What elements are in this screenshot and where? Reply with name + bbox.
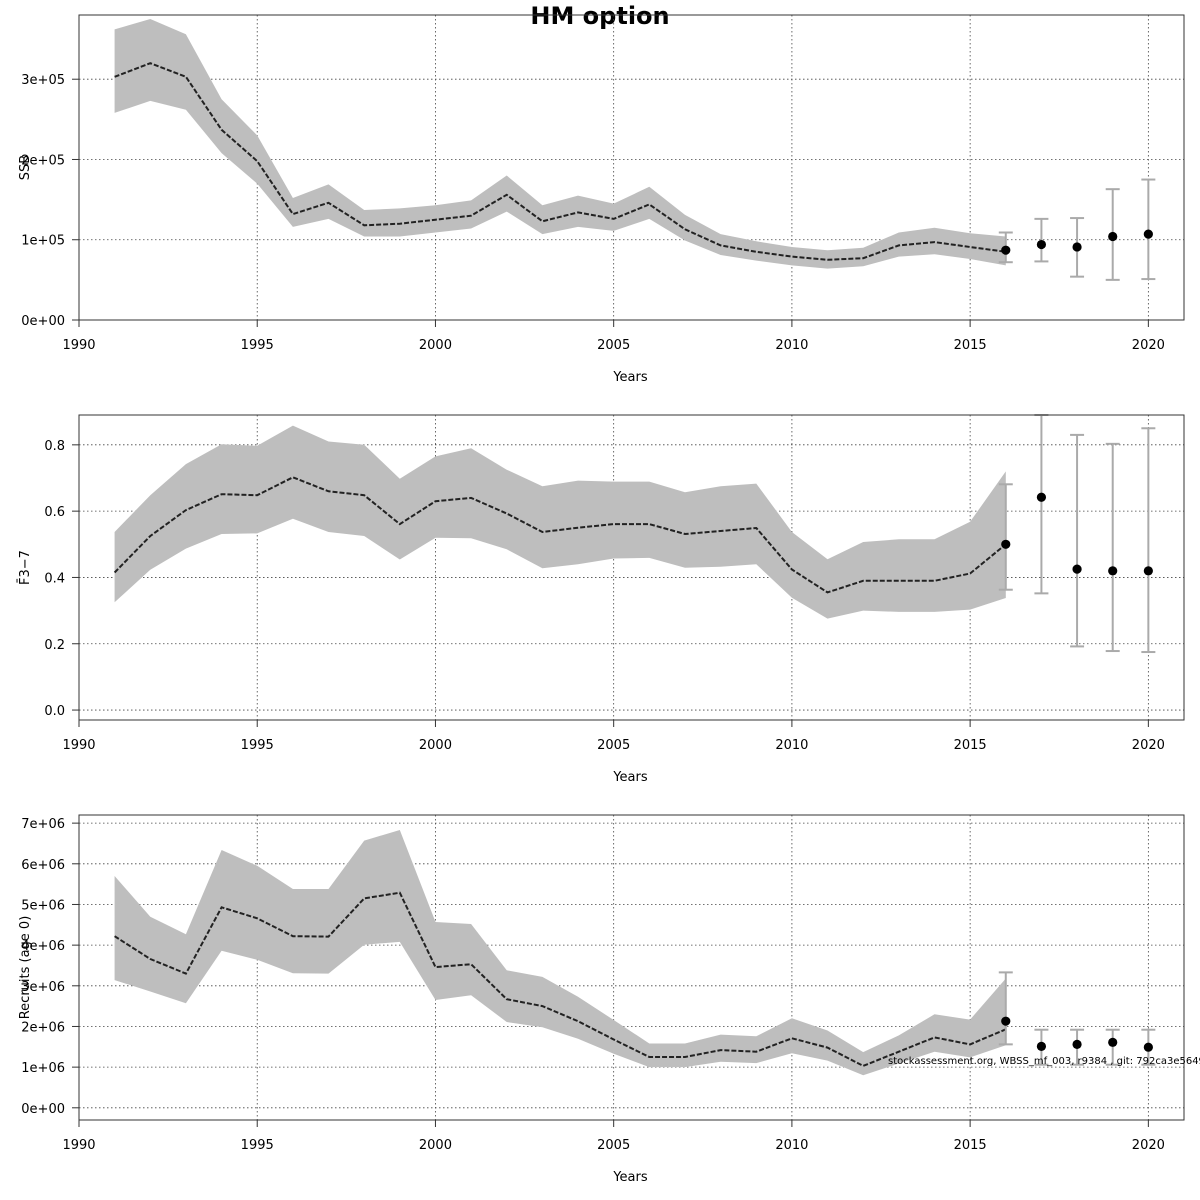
x-tick-label: 1990 bbox=[62, 338, 95, 353]
confidence-band bbox=[114, 19, 1006, 269]
x-axis-label: Years bbox=[612, 1170, 648, 1185]
x-tick-label: 2015 bbox=[954, 338, 987, 353]
forecast-point bbox=[1036, 1041, 1047, 1051]
forecast-errorbar bbox=[998, 971, 1013, 1046]
y-axis-label: SSB bbox=[18, 155, 33, 180]
forecast-point bbox=[1108, 1037, 1118, 1047]
y-tick-label: 0.0 bbox=[44, 704, 65, 719]
forecast-errorbar bbox=[1141, 427, 1156, 654]
forecast-errorbar bbox=[1034, 414, 1049, 595]
x-tick-label: 1995 bbox=[241, 738, 274, 753]
forecast-errorbar bbox=[1105, 1028, 1120, 1066]
forecast-point bbox=[1143, 566, 1153, 576]
x-axis-label: Years bbox=[612, 370, 648, 385]
x-tick-label: 2005 bbox=[597, 1138, 630, 1153]
figure-title: HM option bbox=[530, 2, 669, 30]
forecast-errorbar bbox=[1105, 442, 1120, 653]
forecast-point bbox=[1001, 539, 1011, 549]
x-tick-label: 2015 bbox=[954, 738, 987, 753]
forecast-errorbar bbox=[1070, 433, 1085, 648]
y-tick-label: 1e+05 bbox=[21, 234, 65, 249]
plot-frame bbox=[78, 814, 1185, 1121]
y-tick-label: 0.2 bbox=[44, 638, 65, 653]
y-tick-label: 1e+06 bbox=[21, 1061, 65, 1076]
x-tick-label: 2000 bbox=[419, 738, 452, 753]
x-tick-label: 2020 bbox=[1132, 338, 1165, 353]
y-tick-label: 5e+06 bbox=[21, 898, 65, 913]
panel-3: 1990 1995 2000 2005 2010 2015 2020 0e+00 1e+06 2e… bbox=[18, 814, 1185, 1185]
x-tick-label: 2010 bbox=[775, 1138, 808, 1153]
panel-1: 1990 1995 2000 2005 2010 2015 2020 0e+00 1e+05 2e… bbox=[18, 14, 1185, 385]
x-tick-label: 2015 bbox=[954, 1138, 987, 1153]
x-tick-label: 1995 bbox=[241, 1138, 274, 1153]
x-tick-label: 2005 bbox=[597, 738, 630, 753]
y-tick-label: 0.4 bbox=[44, 571, 65, 586]
x-tick-label: 1990 bbox=[62, 1138, 95, 1153]
forecast-point bbox=[1001, 1016, 1011, 1026]
forecast-point bbox=[1072, 1039, 1082, 1049]
y-tick-label: 0.6 bbox=[44, 505, 65, 520]
x-tick-label: 2005 bbox=[597, 338, 630, 353]
y-tick-label: 3e+06 bbox=[21, 980, 65, 995]
x-tick-label: 1995 bbox=[241, 338, 274, 353]
estimate-line bbox=[114, 62, 1006, 261]
panel-2: 1990 1995 2000 2005 2010 2015 2020 0.0 0.2 0.4 0.6… bbox=[18, 414, 1185, 785]
y-tick-label: 2e+05 bbox=[21, 153, 65, 168]
x-tick-label: 2000 bbox=[419, 1138, 452, 1153]
footer-note: stockassessment.org, WBSS_mf_003, r9384 … bbox=[888, 1056, 1200, 1067]
plot-frame bbox=[78, 414, 1185, 721]
y-axis-label: Recruits (age 0) bbox=[18, 916, 33, 1020]
y-tick-label: 7e+06 bbox=[21, 817, 65, 832]
x-tick-label: 2010 bbox=[775, 738, 808, 753]
forecast-point bbox=[1072, 242, 1082, 252]
forecast-point bbox=[1108, 566, 1118, 576]
forecast-point bbox=[1001, 245, 1011, 255]
forecast-point bbox=[1143, 229, 1153, 239]
x-tick-label: 2020 bbox=[1132, 1138, 1165, 1153]
x-axis-label: Years bbox=[612, 770, 648, 785]
x-tick-label: 2010 bbox=[775, 338, 808, 353]
plot-frame bbox=[78, 14, 1185, 321]
y-tick-label: 4e+06 bbox=[21, 939, 65, 954]
x-tick-label: 1990 bbox=[62, 738, 95, 753]
y-tick-label: 0.8 bbox=[44, 439, 65, 454]
y-tick-label: 2e+06 bbox=[21, 1020, 65, 1035]
estimate-line bbox=[114, 891, 1007, 1067]
forecast-point bbox=[1143, 1042, 1153, 1052]
forecast-errorbar bbox=[998, 483, 1013, 591]
forecast-point bbox=[1108, 231, 1118, 242]
y-axis-label: F̄3−7 bbox=[18, 550, 33, 585]
forecast-point bbox=[1072, 564, 1082, 574]
y-tick-label: 0e+00 bbox=[21, 314, 65, 329]
forecast-point bbox=[1036, 492, 1047, 502]
confidence-band bbox=[114, 425, 1006, 619]
forecast-errorbar bbox=[1141, 178, 1156, 281]
forecast-point bbox=[1036, 239, 1047, 250]
x-tick-label: 2000 bbox=[419, 338, 452, 353]
panels: 1990 1995 2000 2005 2010 2015 2020 0e+00 1e+05 2e… bbox=[18, 14, 1185, 1185]
y-tick-label: 3e+05 bbox=[21, 73, 65, 88]
x-tick-label: 2020 bbox=[1132, 738, 1165, 753]
estimate-line bbox=[113, 476, 1007, 594]
y-tick-label: 0e+00 bbox=[21, 1102, 65, 1117]
y-tick-label: 6e+06 bbox=[21, 858, 65, 873]
confidence-band bbox=[114, 830, 1006, 1076]
